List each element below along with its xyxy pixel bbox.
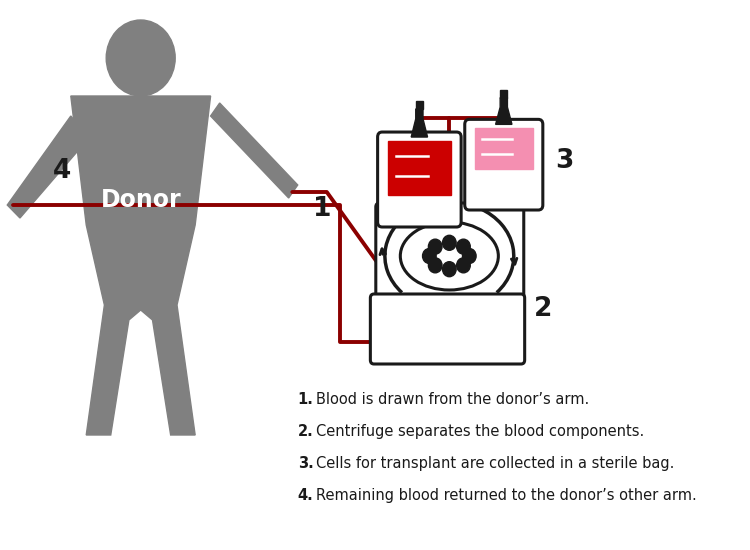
Bar xyxy=(388,141,452,195)
Text: Cells for transplant are collected in a sterile bag.: Cells for transplant are collected in a … xyxy=(316,456,674,471)
Circle shape xyxy=(431,325,444,339)
Text: Centrifuge separates the blood components.: Centrifuge separates the blood component… xyxy=(316,424,644,439)
Text: 1: 1 xyxy=(314,196,332,222)
Polygon shape xyxy=(70,96,211,435)
Polygon shape xyxy=(411,109,428,137)
Bar xyxy=(475,128,532,169)
Polygon shape xyxy=(211,103,298,198)
Text: 4.: 4. xyxy=(298,488,314,503)
Circle shape xyxy=(428,239,442,254)
Text: Donor: Donor xyxy=(100,188,181,212)
Text: 4: 4 xyxy=(53,158,71,184)
FancyBboxPatch shape xyxy=(377,132,461,227)
Circle shape xyxy=(442,262,456,277)
Circle shape xyxy=(442,235,456,250)
Text: 1.: 1. xyxy=(298,392,314,407)
Circle shape xyxy=(422,249,436,263)
FancyBboxPatch shape xyxy=(370,294,525,364)
Circle shape xyxy=(457,239,470,254)
Text: 3: 3 xyxy=(556,148,574,174)
Text: Blood is drawn from the donor’s arm.: Blood is drawn from the donor’s arm. xyxy=(316,392,590,407)
FancyBboxPatch shape xyxy=(376,203,524,299)
Circle shape xyxy=(394,319,418,345)
Circle shape xyxy=(463,249,476,263)
Circle shape xyxy=(457,258,470,273)
FancyBboxPatch shape xyxy=(465,119,543,210)
Ellipse shape xyxy=(400,222,498,290)
Text: 2: 2 xyxy=(534,296,552,322)
Bar xyxy=(500,90,508,98)
Circle shape xyxy=(106,20,176,96)
Polygon shape xyxy=(8,116,89,218)
Text: Remaining blood returned to the donor’s other arm.: Remaining blood returned to the donor’s … xyxy=(316,488,697,503)
Text: 3.: 3. xyxy=(298,456,314,471)
Circle shape xyxy=(428,258,442,273)
Bar xyxy=(416,101,423,109)
Polygon shape xyxy=(496,98,512,124)
Circle shape xyxy=(448,325,460,339)
Text: 2.: 2. xyxy=(298,424,314,439)
